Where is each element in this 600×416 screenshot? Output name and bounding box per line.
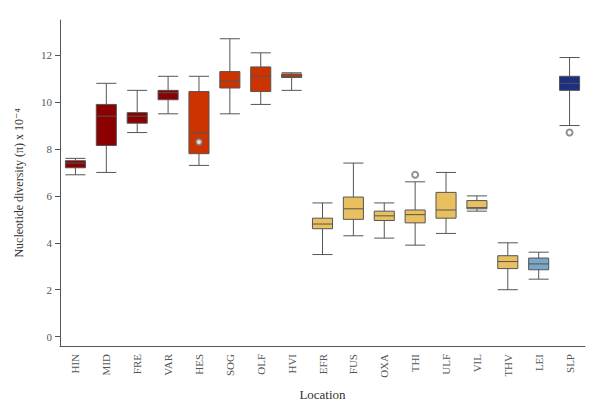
svg-text:8: 8 (47, 143, 53, 155)
svg-text:MID: MID (100, 354, 112, 375)
svg-text:THV: THV (502, 354, 514, 377)
svg-text:VAR: VAR (162, 353, 174, 375)
svg-text:HES: HES (193, 354, 205, 375)
svg-text:HIN: HIN (69, 354, 81, 374)
svg-text:FUS: FUS (347, 354, 359, 374)
svg-text:Location: Location (299, 387, 346, 402)
svg-text:12: 12 (41, 49, 52, 61)
svg-text:OLF: OLF (255, 354, 267, 375)
svg-text:FRE: FRE (131, 354, 143, 374)
svg-text:SLP: SLP (564, 354, 576, 373)
svg-text:6: 6 (47, 190, 53, 202)
svg-text:0: 0 (47, 331, 53, 343)
svg-text:OXA: OXA (378, 354, 390, 378)
svg-text:HVI: HVI (286, 354, 298, 374)
svg-text:2: 2 (47, 284, 53, 296)
svg-text:4: 4 (47, 237, 53, 249)
svg-text:SOG: SOG (224, 354, 236, 376)
svg-text:LEI: LEI (533, 354, 545, 371)
svg-text:ULF: ULF (440, 354, 452, 375)
svg-text:VIL: VIL (471, 354, 483, 373)
svg-text:EFR: EFR (317, 353, 329, 374)
svg-text:Nucleotide diversity (π) x 10⁻: Nucleotide diversity (π) x 10⁻⁴ (12, 108, 26, 257)
svg-text:10: 10 (41, 96, 53, 108)
svg-text:THI: THI (409, 354, 421, 373)
